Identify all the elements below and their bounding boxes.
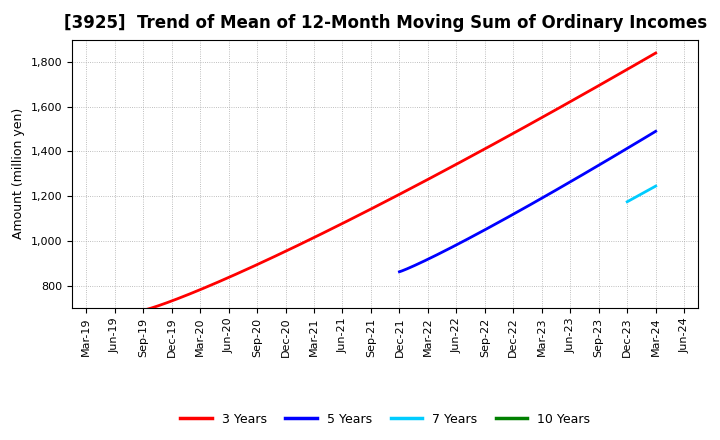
Y-axis label: Amount (million yen): Amount (million yen) [12, 108, 25, 239]
Legend: 3 Years, 5 Years, 7 Years, 10 Years: 3 Years, 5 Years, 7 Years, 10 Years [176, 407, 595, 431]
Title: [3925]  Trend of Mean of 12-Month Moving Sum of Ordinary Incomes: [3925] Trend of Mean of 12-Month Moving … [63, 15, 707, 33]
